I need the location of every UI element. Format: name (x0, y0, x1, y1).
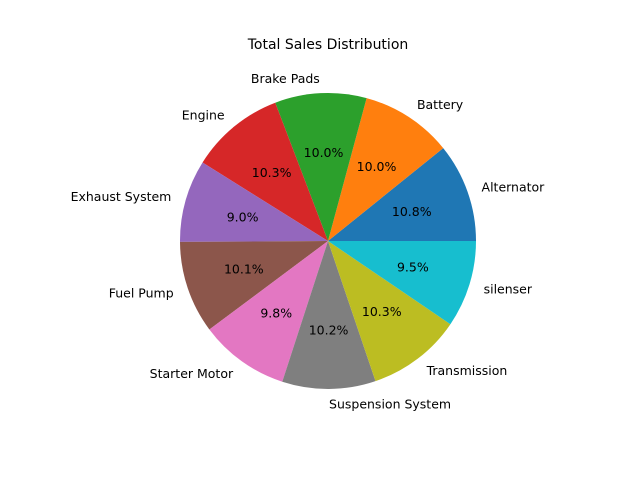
slices-layer (180, 93, 476, 390)
slice-label-suspension-system: Suspension System (329, 396, 451, 411)
percent-label-brake-pads: 10.0% (304, 145, 344, 160)
slice-label-engine: Engine (182, 108, 225, 123)
pie-slice-brake-pads (275, 93, 367, 241)
slice-label-brake-pads: Brake Pads (251, 71, 320, 86)
pie-slice-battery (328, 98, 444, 241)
pie-slice-exhaust-system (180, 162, 328, 242)
slice-label-alternator: Alternator (482, 179, 546, 194)
slice-label-starter-motor: Starter Motor (150, 366, 234, 381)
chart-title: Total Sales Distribution (247, 37, 409, 53)
percent-label-starter-motor: 9.8% (260, 306, 292, 321)
pie-slice-silenser (328, 241, 476, 325)
pie-slice-engine (202, 102, 328, 241)
slice-label-exhaust-system: Exhaust System (71, 189, 172, 204)
percent-label-alternator: 10.8% (392, 204, 432, 219)
percent-label-suspension-system: 10.2% (309, 322, 349, 337)
pie-slice-transmission (328, 241, 451, 382)
slice-label-transmission: Transmission (426, 363, 508, 378)
percent-label-transmission: 10.3% (362, 304, 402, 319)
slice-label-silenser: silenser (484, 281, 533, 296)
slice-label-fuel-pump: Fuel Pump (109, 285, 174, 300)
percent-label-silenser: 9.5% (397, 260, 429, 275)
slice-labels-layer: Alternator Battery Brake Pads Engine Exhaust… (71, 71, 546, 411)
percent-label-engine: 10.3% (252, 165, 292, 180)
percent-label-fuel-pump: 10.1% (224, 262, 264, 277)
pie-slice-starter-motor (209, 241, 328, 382)
pie-slice-suspension-system (282, 241, 376, 390)
percent-labels-layer: 10.8% 10.0% 10.0% 10.3% 9.0% 10.1% 9.8% 10.2% 10… (224, 145, 432, 337)
pie-slice-fuel-pump (180, 241, 328, 330)
slice-label-battery: Battery (417, 97, 464, 112)
percent-label-exhaust-system: 9.0% (227, 209, 259, 224)
percent-label-battery: 10.0% (357, 159, 397, 174)
pie-slice-alternator (328, 148, 476, 241)
